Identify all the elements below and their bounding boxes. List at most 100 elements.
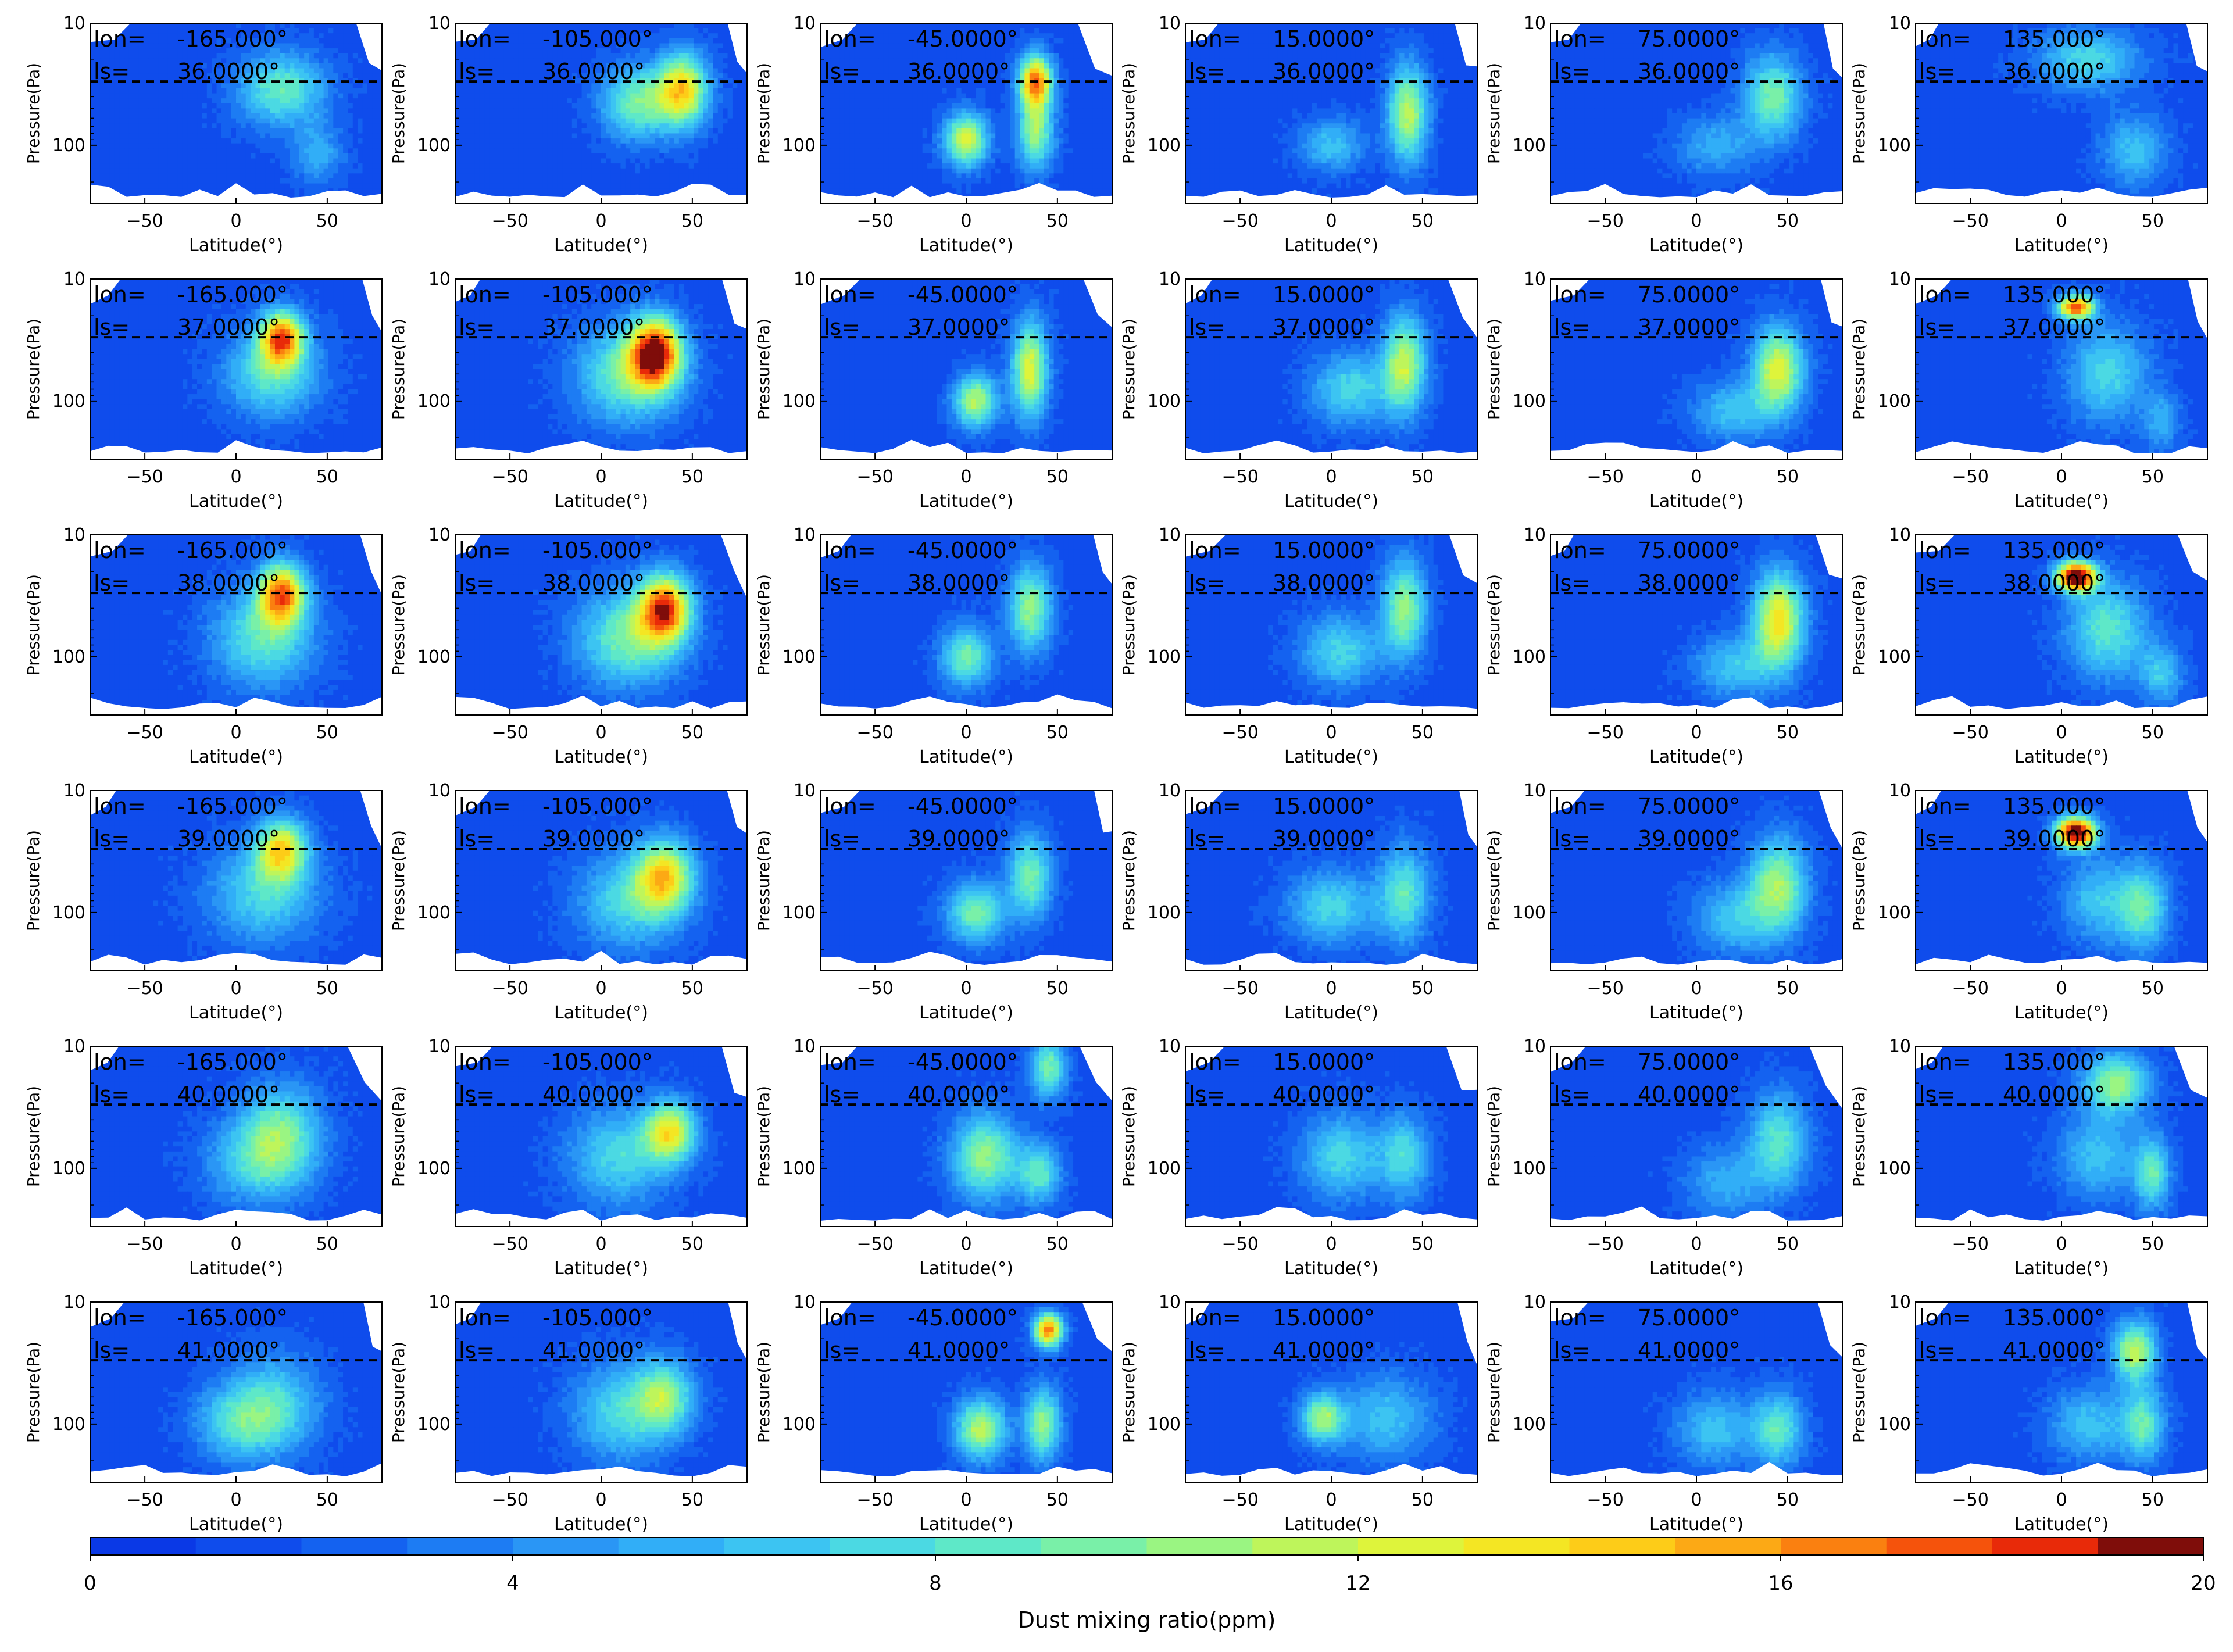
field-cell bbox=[197, 148, 202, 153]
field-cell bbox=[601, 163, 606, 169]
field-cell bbox=[328, 163, 334, 169]
field-cell bbox=[480, 173, 485, 178]
field-cell bbox=[134, 58, 139, 63]
field-cell bbox=[679, 148, 684, 153]
field-cell bbox=[718, 23, 723, 28]
field-cell bbox=[255, 148, 260, 153]
field-cell bbox=[484, 128, 490, 134]
field-cell bbox=[509, 98, 514, 103]
field-cell bbox=[733, 184, 738, 189]
field-cell bbox=[733, 103, 738, 109]
field-cell bbox=[611, 163, 616, 169]
field-cell bbox=[543, 94, 548, 99]
field-cell bbox=[1024, 58, 1030, 63]
field-cell bbox=[343, 63, 348, 69]
field-cell bbox=[207, 53, 212, 59]
field-cell bbox=[207, 184, 212, 189]
field-cell bbox=[348, 159, 353, 164]
field-cell bbox=[290, 119, 295, 124]
field-cell bbox=[601, 144, 606, 149]
field-cell bbox=[669, 23, 674, 28]
field-cell bbox=[163, 163, 169, 169]
field-cell bbox=[538, 138, 543, 144]
field-cell bbox=[197, 128, 202, 134]
field-cell bbox=[572, 138, 577, 144]
field-cell bbox=[275, 184, 280, 189]
field-cell bbox=[504, 169, 509, 174]
field-cell bbox=[533, 173, 538, 178]
field-cell bbox=[158, 63, 163, 69]
field-cell bbox=[280, 123, 285, 128]
field-cell bbox=[139, 58, 144, 63]
field-cell bbox=[635, 98, 641, 103]
field-cell bbox=[115, 103, 120, 109]
field-cell bbox=[596, 169, 602, 174]
field-cell bbox=[372, 153, 377, 159]
field-cell bbox=[718, 63, 723, 69]
field-cell bbox=[139, 153, 144, 159]
field-cell bbox=[275, 159, 280, 164]
field-cell bbox=[567, 148, 572, 153]
field-cell bbox=[562, 159, 567, 164]
field-cell bbox=[363, 113, 368, 119]
field-cell bbox=[650, 108, 655, 113]
field-cell bbox=[324, 38, 329, 44]
field-cell bbox=[567, 103, 572, 109]
x-axis-label: Latitude(°) bbox=[189, 235, 283, 256]
x-tick-label: 0 bbox=[595, 211, 606, 231]
field-cell bbox=[290, 169, 295, 174]
field-cell bbox=[620, 133, 626, 138]
ls-label: ls= bbox=[94, 59, 130, 84]
field-cell bbox=[178, 138, 183, 144]
field-cell bbox=[737, 113, 742, 119]
field-cell bbox=[611, 94, 616, 99]
field-cell bbox=[490, 98, 495, 103]
field-cell bbox=[173, 94, 178, 99]
field-cell bbox=[562, 148, 567, 153]
field-cell bbox=[601, 133, 606, 138]
field-cell bbox=[109, 94, 115, 99]
field-cell bbox=[314, 184, 319, 189]
field-cell bbox=[100, 88, 105, 94]
field-cell bbox=[689, 53, 694, 59]
field-cell bbox=[981, 53, 986, 59]
field-cell bbox=[616, 173, 621, 178]
field-cell bbox=[582, 173, 587, 178]
field-cell bbox=[509, 88, 514, 94]
field-cell bbox=[460, 94, 465, 99]
field-cell bbox=[231, 144, 237, 149]
field-cell bbox=[148, 98, 153, 103]
field-cell bbox=[314, 119, 319, 124]
field-cell bbox=[1034, 53, 1039, 59]
field-cell bbox=[109, 148, 115, 153]
field-cell bbox=[533, 148, 538, 153]
field-cell bbox=[1049, 28, 1054, 34]
field-cell bbox=[275, 178, 280, 184]
field-cell bbox=[163, 28, 169, 34]
field-cell bbox=[504, 148, 509, 153]
field-cell bbox=[674, 159, 680, 164]
field-cell bbox=[343, 28, 348, 34]
field-cell bbox=[319, 53, 324, 59]
field-cell bbox=[552, 188, 558, 194]
field-cell bbox=[260, 108, 266, 113]
field-cell bbox=[538, 113, 543, 119]
field-cell bbox=[363, 98, 368, 103]
field-cell bbox=[309, 88, 315, 94]
field-cell bbox=[694, 178, 699, 184]
field-cell bbox=[474, 119, 480, 124]
field-cell bbox=[674, 103, 680, 109]
field-cell bbox=[616, 119, 621, 124]
field-cell bbox=[572, 133, 577, 138]
field-cell bbox=[694, 73, 699, 78]
field-cell bbox=[183, 88, 188, 94]
field-cell bbox=[202, 123, 207, 128]
field-cell bbox=[280, 113, 285, 119]
field-cell bbox=[109, 108, 115, 113]
field-cell bbox=[217, 138, 222, 144]
field-cell bbox=[591, 144, 596, 149]
field-cell bbox=[713, 138, 718, 144]
field-cell bbox=[309, 188, 315, 194]
field-cell bbox=[153, 98, 159, 103]
field-cell bbox=[338, 58, 344, 63]
